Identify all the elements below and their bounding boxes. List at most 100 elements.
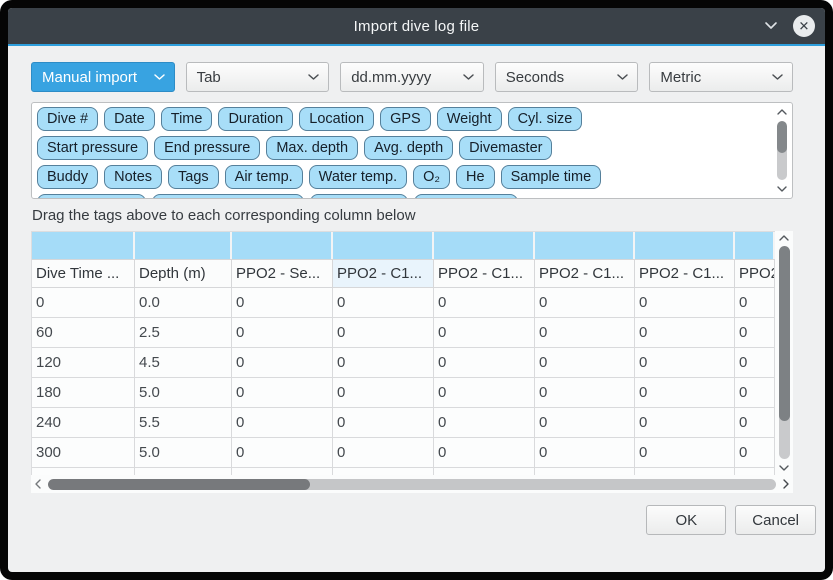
drop-target-cell[interactable]: [735, 232, 775, 259]
tag-date[interactable]: Date: [104, 107, 155, 131]
tag-dive-[interactable]: Dive #: [37, 107, 99, 131]
table-vscroll-thumb[interactable]: [778, 246, 790, 421]
drop-target-cell[interactable]: [32, 232, 135, 259]
drop-target-row: [32, 231, 775, 259]
combo-seconds[interactable]: Seconds: [494, 62, 639, 92]
chevron-down-icon: [764, 17, 778, 35]
table-cell: 0: [735, 408, 775, 438]
column-header[interactable]: PPO2 - C1...: [434, 259, 535, 288]
table-body: 0 0.0 0 0 0 0 0 0 60 2.5 0 0 0 0 0 0 120 4.5 0 0 0 0 0 0 180 5.0 0…: [32, 288, 775, 475]
drop-target-cell[interactable]: [535, 232, 635, 259]
table-hscroll-track[interactable]: [48, 478, 776, 490]
table-cell: 0: [232, 438, 333, 468]
tags-scroll-thumb[interactable]: [776, 121, 787, 154]
ok-button[interactable]: OK: [646, 505, 727, 535]
table-cell: 0: [535, 318, 635, 348]
scroll-down-icon[interactable]: [776, 182, 788, 196]
tag-sample-cns[interactable]: Sample CNS: [414, 194, 518, 198]
column-header[interactable]: PPO2 - C1...: [535, 259, 635, 288]
scroll-down-icon[interactable]: [778, 461, 790, 475]
table-hscrollbar[interactable]: [31, 475, 793, 493]
cancel-button[interactable]: Cancel: [735, 505, 816, 535]
column-header[interactable]: Dive Time ...: [32, 259, 135, 288]
tag-tags[interactable]: Tags: [168, 165, 219, 189]
tag-row: Start pressure End pressure Max. depth Avg.…: [37, 136, 768, 160]
tag-o₂[interactable]: O₂: [413, 165, 451, 189]
instruction-label: Drag the tags above to each correspondin…: [32, 207, 416, 224]
table-cell: 0: [232, 378, 333, 408]
table-vscroll-track[interactable]: [778, 246, 790, 459]
combo-tab[interactable]: Tab: [185, 62, 330, 92]
tag-divemaster[interactable]: Divemaster: [459, 136, 553, 160]
tag-row: Sample depth Sample temperature Sample pO₂…: [37, 194, 768, 198]
combo-value: Manual import: [42, 68, 138, 86]
drop-target-cell[interactable]: [135, 232, 232, 259]
scroll-up-icon[interactable]: [776, 105, 788, 119]
combo-dd-mm-yyyy[interactable]: dd.mm.yyyy: [340, 62, 484, 92]
table-vscrollbar[interactable]: [775, 231, 793, 475]
table-cell: 0: [333, 318, 434, 348]
table-row: 0 0.0 0 0 0 0 0 0: [32, 288, 775, 318]
table-row: 180 5.0 0 0 0 0 0 0: [32, 378, 775, 408]
tag-sample-po₂[interactable]: Sample pO₂: [309, 194, 409, 198]
table-cell: 0: [434, 438, 535, 468]
table-cell: 60: [32, 318, 135, 348]
column-header[interactable]: Depth (m): [135, 259, 232, 288]
column-header[interactable]: PPO2: [735, 259, 775, 288]
drop-target-cell[interactable]: [434, 232, 535, 259]
table-row: 300 5.0 0 0 0 0 0 0: [32, 438, 775, 468]
table-cell: 0: [232, 408, 333, 438]
tag-buddy[interactable]: Buddy: [37, 165, 99, 189]
tag-sample-depth[interactable]: Sample depth: [37, 194, 147, 198]
tag-cyl-size[interactable]: Cyl. size: [507, 107, 583, 131]
table-cell: 0: [735, 438, 775, 468]
close-button[interactable]: ✕: [793, 15, 815, 37]
scroll-up-icon[interactable]: [778, 231, 790, 245]
tags-scrollbar[interactable]: [773, 105, 790, 196]
combo-metric[interactable]: Metric: [649, 62, 793, 92]
tag-notes[interactable]: Notes: [104, 165, 163, 189]
scroll-right-icon[interactable]: [779, 477, 793, 491]
drop-target-cell[interactable]: [232, 232, 333, 259]
table-hscroll-thumb[interactable]: [48, 478, 311, 490]
tag-location[interactable]: Location: [299, 107, 375, 131]
tag-weight[interactable]: Weight: [436, 107, 502, 131]
tag-max-depth[interactable]: Max. depth: [266, 136, 359, 160]
column-header[interactable]: PPO2 - C1...: [635, 259, 735, 288]
table-cell: 0: [232, 288, 333, 318]
table-cell: 0: [333, 348, 434, 378]
table-cell: [135, 468, 232, 475]
table-cell: [735, 468, 775, 475]
table-cell: 240: [32, 408, 135, 438]
tag-sample-time[interactable]: Sample time: [500, 165, 602, 189]
column-header[interactable]: PPO2 - Se...: [232, 259, 333, 288]
tags-scroll-track[interactable]: [776, 121, 787, 180]
combo-manual-import[interactable]: Manual import: [31, 62, 175, 92]
tag-water-temp-[interactable]: Water temp.: [308, 165, 408, 189]
tag-duration[interactable]: Duration: [218, 107, 294, 131]
tag-gps[interactable]: GPS: [380, 107, 431, 131]
tag-start-pressure[interactable]: Start pressure: [37, 136, 149, 160]
tags-panel: Dive # Date Time Duration Location GPS Weight C…: [31, 102, 793, 199]
column-header[interactable]: PPO2 - C1...: [333, 259, 434, 288]
tag-he[interactable]: He: [456, 165, 495, 189]
scroll-left-icon[interactable]: [31, 477, 45, 491]
table-cell: 4.5: [135, 348, 232, 378]
window-title: Import dive log file: [353, 17, 480, 35]
table-row: [32, 468, 775, 475]
tag-time[interactable]: Time: [160, 107, 213, 131]
table-cell: 0: [635, 348, 735, 378]
tag-avg-depth[interactable]: Avg. depth: [364, 136, 454, 160]
table-cell: 0: [232, 318, 333, 348]
tag-sample-temperature[interactable]: Sample temperature: [152, 194, 304, 198]
tag-end-pressure[interactable]: End pressure: [154, 136, 261, 160]
table-cell: 0: [434, 318, 535, 348]
titlebar[interactable]: Import dive log file ✕: [8, 8, 825, 46]
tag-air-temp-[interactable]: Air temp.: [224, 165, 303, 189]
table-row: 120 4.5 0 0 0 0 0 0: [32, 348, 775, 378]
drop-target-cell[interactable]: [635, 232, 735, 259]
shade-button[interactable]: [762, 17, 780, 35]
table-cell: 0: [635, 288, 735, 318]
table-cell: 0.0: [135, 288, 232, 318]
drop-target-cell[interactable]: [333, 232, 434, 259]
